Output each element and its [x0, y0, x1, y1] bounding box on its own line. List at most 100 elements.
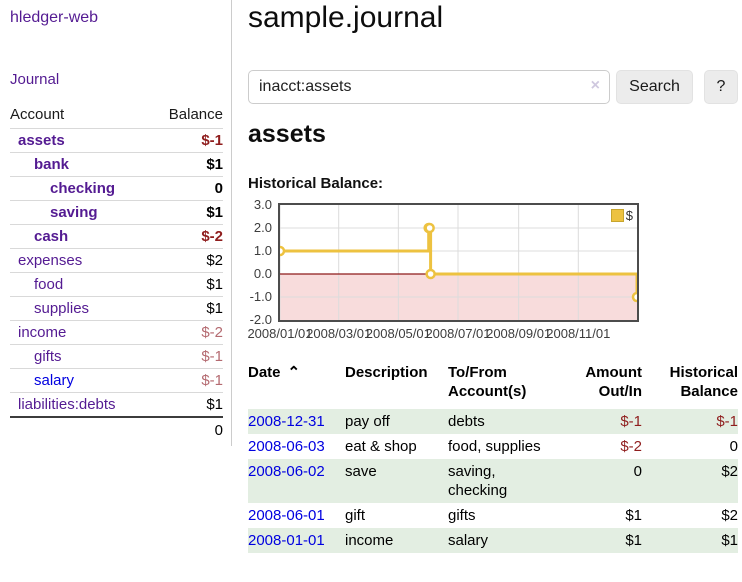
sidebar-account-balance: $1 [150, 200, 223, 225]
search-button[interactable]: Search [616, 70, 693, 104]
register-table: Date ⌃ Description To/From Account(s) Amo… [248, 361, 738, 553]
register-row: 2008-06-01 gift gifts $1 $2 [248, 503, 738, 528]
chart-x-tick: 2008/05/01 [365, 326, 431, 341]
search-form: × Search ? [248, 70, 742, 104]
sidebar-account-link-salary[interactable]: salary [34, 372, 75, 389]
transaction-date-link[interactable]: 2008-06-01 [248, 507, 325, 524]
transaction-date-cell: 2008-06-01 [248, 503, 345, 528]
register-header-amount: Amount Out/In [585, 364, 642, 400]
sidebar-account-link-assets[interactable]: assets [18, 132, 65, 149]
sidebar-account-link-cash[interactable]: cash [34, 228, 69, 245]
accounts-total-row: 0 [10, 416, 223, 443]
chart-legend: $ [610, 208, 633, 223]
page-title: sample.journal [248, 1, 444, 34]
register-header-date: Date ⌃ [248, 361, 345, 409]
chart-y-axis: 3.0 2.0 1.0 0.0 -1.0 -2.0 [248, 198, 274, 327]
sidebar-account-balance: 0 [150, 176, 223, 201]
sidebar-account-link-checking[interactable]: checking [50, 180, 116, 197]
transaction-date-link[interactable]: 2008-06-03 [248, 438, 325, 455]
sidebar-account-balance: $1 [150, 272, 223, 297]
chart-plot-area: $ [278, 203, 639, 322]
sidebar-account-link-bank[interactable]: bank [34, 156, 70, 173]
sidebar-account-link-supplies[interactable]: supplies [34, 300, 90, 317]
chart-y-tick: 0.0 [253, 266, 272, 281]
transaction-amount: $1 [625, 507, 642, 524]
sidebar-account-link-food[interactable]: food [34, 276, 64, 293]
chart-x-tick: 2008/01/01 [247, 326, 313, 341]
transaction-description: eat & shop [345, 438, 417, 455]
account-heading: assets [248, 120, 326, 148]
accounts-table: Account Balance assets $-1 bank $1 checking 0… [10, 102, 223, 443]
transaction-date-link[interactable]: 2008-01-01 [248, 532, 325, 549]
transaction-amount: $-2 [620, 438, 642, 455]
search-input[interactable] [248, 70, 610, 104]
sidebar-account-balance: $-1 [150, 368, 223, 393]
sidebar-account-link-gifts[interactable]: gifts [34, 348, 62, 365]
sidebar-account-balance: $2 [150, 248, 223, 273]
chart-y-tick: 2.0 [253, 220, 272, 235]
transaction-date-link[interactable]: 2008-06-02 [248, 463, 325, 480]
accounts-total-value: 0 [150, 416, 223, 443]
historical-balance-chart: 3.0 2.0 1.0 0.0 -1.0 -2.0 $ 2008/01/01 2008/03… [247, 198, 642, 345]
transaction-balance: $1 [721, 532, 738, 549]
register-header-row: Date ⌃ Description To/From Account(s) Amo… [248, 361, 738, 409]
sidebar-account-row: gifts $-1 [10, 344, 223, 369]
chart-y-tick: -2.0 [249, 312, 272, 327]
chart-y-tick: 3.0 [253, 197, 272, 212]
register-row: 2008-12-31 pay off debts $-1 $-1 [248, 409, 738, 434]
transaction-date-cell: 2008-06-03 [248, 434, 345, 459]
register-body: 2008-12-31 pay off debts $-1 $-1 2008-06-03 ea… [248, 409, 738, 553]
transaction-accounts: debts [448, 413, 485, 430]
search-box: × [248, 70, 610, 104]
help-button[interactable]: ? [704, 70, 738, 104]
register-row: 2008-06-02 save saving, checking 0 $2 [248, 459, 738, 503]
nav-journal-link[interactable]: Journal [10, 71, 60, 88]
sidebar-account-row: bank $1 [10, 152, 223, 177]
transaction-description: pay off [345, 413, 390, 430]
register-header-date-label: Date [248, 364, 281, 381]
transaction-date-link[interactable]: 2008-12-31 [248, 413, 325, 430]
sidebar-account-link-expenses[interactable]: expenses [18, 252, 83, 269]
register-header-balance: Historical Balance [669, 364, 738, 400]
sidebar-account-row: saving $1 [10, 200, 223, 225]
brand-link[interactable]: hledger-web [10, 9, 99, 26]
accounts-header-account: Account [10, 106, 65, 123]
sidebar-account-row: expenses $2 [10, 248, 223, 273]
transaction-date-cell: 2008-01-01 [248, 528, 345, 553]
transaction-amount: 0 [633, 463, 642, 480]
transaction-accounts: salary [448, 532, 489, 549]
sort-ascending-icon[interactable]: ⌃ [287, 364, 301, 381]
chart-x-tick: 2008/03/01 [306, 326, 372, 341]
sidebar-account-row: checking 0 [10, 176, 223, 201]
chart-x-axis: 2008/01/01 2008/03/01 2008/05/01 2008/07/01… [247, 326, 639, 342]
transaction-amount: $-1 [620, 413, 642, 430]
sidebar-account-row: cash $-2 [10, 224, 223, 249]
legend-swatch-icon [610, 209, 624, 222]
transaction-accounts: gifts [448, 507, 476, 524]
sidebar-account-balance: $1 [150, 152, 223, 177]
clear-search-icon[interactable]: × [590, 77, 600, 94]
transaction-accounts: saving, checking [448, 463, 508, 499]
chart-title: Historical Balance: [248, 175, 384, 192]
sidebar-account-balance: $-2 [150, 224, 223, 249]
sidebar-account-link-saving[interactable]: saving [50, 204, 98, 221]
register-header-accounts: To/From Account(s) [448, 364, 527, 400]
sidebar-account-row: assets $-1 [10, 128, 223, 153]
sidebar-account-balance: $1 [150, 296, 223, 321]
chart-svg [280, 205, 637, 320]
transaction-balance: 0 [729, 438, 738, 455]
sidebar-account-balance: $-2 [150, 320, 223, 345]
transaction-balance: $2 [721, 463, 738, 480]
sidebar: hledger-web Journal Account Balance asse… [0, 0, 232, 446]
chart-y-tick: 1.0 [253, 243, 272, 258]
chart-x-tick: 2008/11/01 [546, 326, 611, 341]
transaction-accounts: food, supplies [448, 438, 541, 455]
sidebar-account-link-liabilities-debts[interactable]: liabilities:debts [18, 396, 116, 413]
sidebar-account-link-income[interactable]: income [18, 324, 67, 341]
sidebar-account-row: income $-2 [10, 320, 223, 345]
transaction-date-cell: 2008-06-02 [248, 459, 345, 503]
chart-x-tick: 2008/09/01 [486, 326, 552, 341]
transaction-description: income [345, 532, 394, 549]
transaction-balance: $-1 [716, 413, 738, 430]
